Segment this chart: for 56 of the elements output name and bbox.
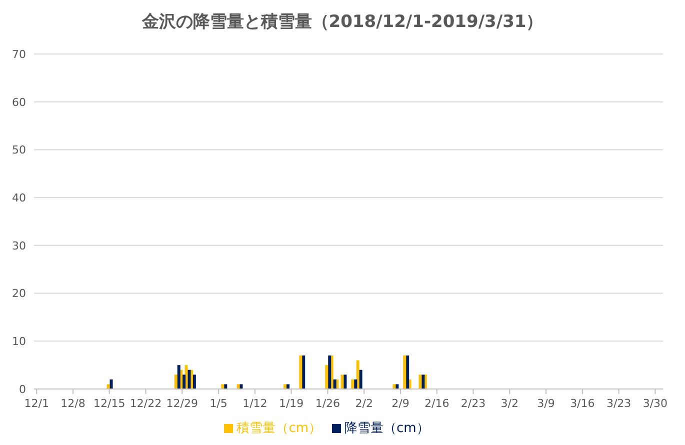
x-tick-label: 12/15 bbox=[94, 397, 126, 410]
bar bbox=[418, 374, 422, 389]
legend-label: 積雪量（cm） bbox=[236, 421, 322, 436]
x-tick-label: 12/29 bbox=[166, 397, 198, 410]
bar bbox=[299, 356, 302, 389]
bar bbox=[284, 384, 287, 389]
bar bbox=[403, 356, 406, 389]
y-tick-label: 40 bbox=[12, 191, 26, 204]
bar bbox=[333, 379, 336, 389]
bar bbox=[344, 374, 347, 389]
x-tick-label: 3/9 bbox=[537, 397, 555, 410]
bar bbox=[224, 384, 228, 389]
y-tick-label: 30 bbox=[12, 239, 26, 252]
bar bbox=[340, 374, 344, 389]
x-tick-label: 2/16 bbox=[424, 397, 450, 410]
y-tick-label: 70 bbox=[12, 48, 26, 61]
bar bbox=[174, 374, 178, 389]
x-tick-label: 2/2 bbox=[355, 397, 373, 410]
bar bbox=[286, 384, 290, 389]
legend-label: 降雪量（cm） bbox=[344, 421, 430, 436]
bar bbox=[236, 384, 240, 389]
x-tick-label: 3/30 bbox=[642, 397, 668, 410]
x-tick-label: 3/16 bbox=[570, 397, 595, 410]
x-tick-label: 1/26 bbox=[315, 397, 340, 410]
bar bbox=[106, 384, 110, 389]
y-tick-label: 20 bbox=[12, 287, 26, 300]
bar bbox=[325, 365, 328, 389]
bar bbox=[359, 370, 362, 389]
x-tick-label: 3/2 bbox=[500, 397, 518, 410]
x-tick-label: 2/23 bbox=[460, 397, 486, 410]
x-tick-label: 1/12 bbox=[242, 397, 268, 410]
bar bbox=[177, 365, 180, 389]
y-tick-label: 50 bbox=[12, 144, 26, 157]
bar bbox=[221, 384, 224, 389]
x-tick-label: 12/1 bbox=[24, 397, 49, 410]
x-tick-label: 3/23 bbox=[606, 397, 632, 410]
bar bbox=[192, 374, 196, 389]
bar bbox=[182, 374, 186, 389]
x-tick-label: 12/22 bbox=[130, 397, 162, 410]
y-tick-label: 60 bbox=[12, 96, 26, 109]
bar bbox=[354, 379, 358, 389]
bar bbox=[110, 379, 113, 389]
x-tick-label: 2/9 bbox=[392, 397, 410, 410]
bar bbox=[406, 356, 410, 389]
bar bbox=[356, 360, 360, 389]
y-tick-label: 10 bbox=[12, 335, 26, 348]
bar bbox=[240, 384, 243, 389]
bar bbox=[302, 356, 306, 389]
y-tick-label: 0 bbox=[19, 382, 26, 396]
bar bbox=[396, 384, 399, 389]
x-tick-label: 1/5 bbox=[210, 397, 228, 410]
bar bbox=[351, 379, 354, 389]
bar bbox=[392, 384, 396, 389]
x-tick-label: 12/8 bbox=[60, 397, 86, 410]
x-tick-label: 1/19 bbox=[278, 397, 304, 410]
chart-title: 金沢の降雪量と積雪量（2018/12/1-2019/3/31） bbox=[140, 11, 544, 33]
